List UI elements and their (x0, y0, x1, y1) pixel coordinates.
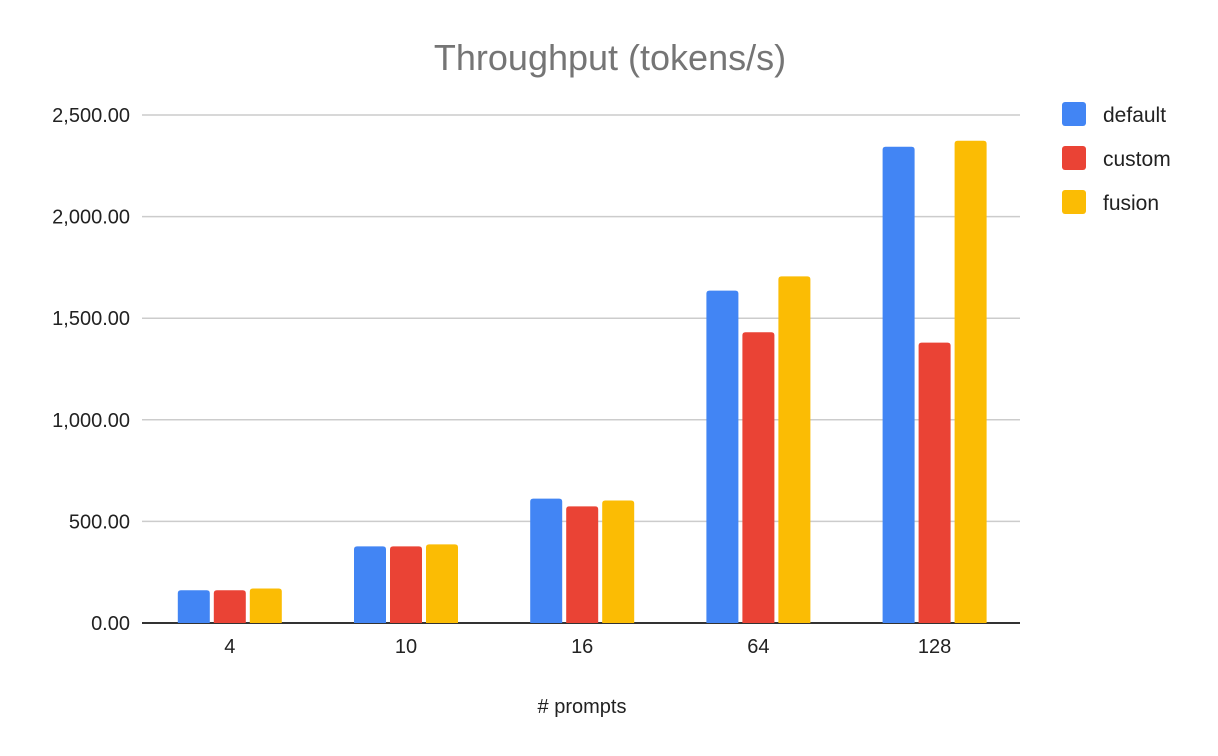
bar-fusion-16 (602, 500, 635, 623)
bar-fusion-128 (954, 140, 987, 623)
bar-default-4 (177, 590, 210, 623)
bar-fusion-64 (778, 276, 811, 623)
legend-label-default: default (1103, 104, 1166, 127)
y-tick-label: 0.00 (91, 613, 130, 635)
bar-default-16 (530, 498, 563, 623)
bar-custom-10 (390, 546, 422, 623)
x-tick-label: 4 (224, 636, 235, 658)
x-axis-label: # prompts (538, 696, 627, 718)
y-tick-label: 2,500.00 (52, 105, 130, 127)
legend-swatch-fusion (1062, 190, 1086, 214)
y-tick-label: 1,000.00 (52, 410, 130, 432)
bar-custom-4 (213, 590, 246, 623)
legend-swatch-custom (1062, 146, 1086, 170)
x-tick-label: 64 (747, 636, 769, 658)
bar-custom-16 (566, 506, 599, 623)
bar-default-128 (882, 146, 915, 623)
y-tick-label: 1,500.00 (52, 308, 130, 330)
y-tick-label: 500.00 (69, 511, 130, 533)
bar-default-10 (354, 546, 386, 623)
chart-title: Throughput (tokens/s) (434, 37, 786, 78)
legend-label-custom: custom (1103, 148, 1171, 171)
legend-label-fusion: fusion (1103, 192, 1159, 215)
y-tick-label: 2,000.00 (52, 207, 130, 229)
bar-custom-128 (918, 342, 951, 623)
legend-swatch-default (1062, 102, 1086, 126)
x-tick-label: 128 (918, 636, 951, 658)
x-tick-label: 16 (571, 636, 593, 658)
bar-fusion-10 (426, 544, 458, 623)
bar-default-64 (706, 290, 739, 623)
x-tick-label: 10 (395, 636, 417, 658)
bar-custom-64 (742, 332, 775, 623)
bar-fusion-4 (249, 588, 282, 623)
